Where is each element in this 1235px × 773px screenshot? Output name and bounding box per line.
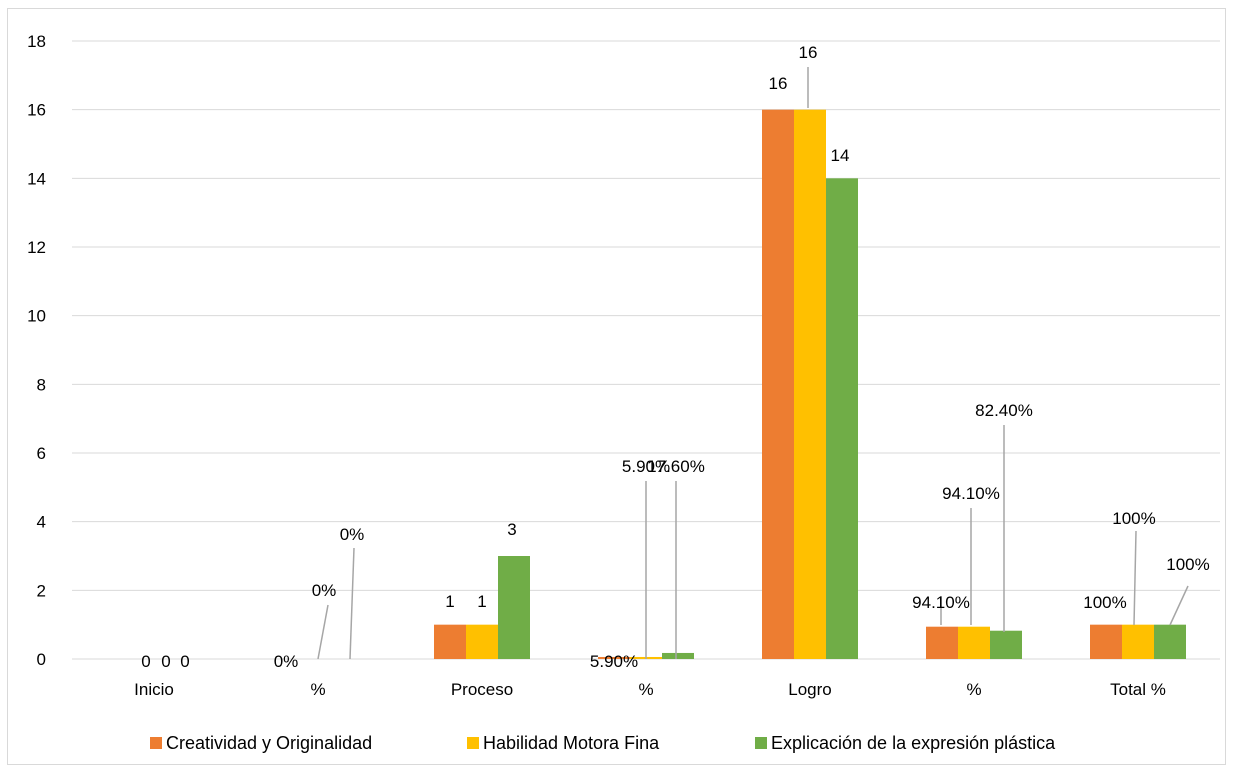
leader-line <box>349 547 355 660</box>
x-tick-label: Total % <box>1110 680 1166 699</box>
leader-line <box>1133 530 1137 626</box>
x-tick-label: % <box>310 680 325 699</box>
bars <box>434 109 1186 660</box>
bar <box>498 556 530 659</box>
y-tick-label: 10 <box>27 307 46 326</box>
gridlines <box>72 40 1220 660</box>
legend-label: Habilidad Motora Fina <box>483 733 660 753</box>
bar <box>762 109 794 659</box>
data-label: 100% <box>1112 509 1155 528</box>
data-label: 16 <box>799 43 818 62</box>
legend-swatch <box>467 737 479 749</box>
data-label: 3 <box>507 520 516 539</box>
legend: Creatividad y Originalidad Habilidad Moto… <box>150 733 1056 753</box>
y-tick-label: 16 <box>27 101 46 120</box>
x-axis: Inicio% Proceso% Logro% Total % <box>134 680 1166 699</box>
data-label: 16 <box>769 74 788 93</box>
bar <box>1154 624 1186 659</box>
data-label: 94.10% <box>912 593 970 612</box>
x-tick-label: % <box>966 680 981 699</box>
chart-frame <box>7 8 1226 765</box>
bar <box>1122 624 1154 659</box>
bar <box>958 626 990 659</box>
bar <box>598 656 630 659</box>
y-tick-label: 18 <box>27 32 46 51</box>
bar <box>926 626 958 659</box>
data-label: 0% <box>340 525 365 544</box>
x-tick-label: Inicio <box>134 680 174 699</box>
y-tick-label: 12 <box>27 238 46 257</box>
data-label: 1 <box>477 592 486 611</box>
x-tick-label: Logro <box>788 680 831 699</box>
leader-line <box>1169 585 1189 626</box>
x-tick-label: % <box>638 680 653 699</box>
x-tick-label: Proceso <box>451 680 513 699</box>
bar <box>826 178 858 660</box>
data-label: 94.10% <box>942 484 1000 503</box>
data-labels: 0 0% 1 5.90% 16 94.10% 100% 0 0% 1 5.90% 16 94.10% 10… <box>141 43 1209 671</box>
legend-label: Creatividad y Originalidad <box>166 733 372 753</box>
data-label: 82.40% <box>975 401 1033 420</box>
data-label: 100% <box>1083 593 1126 612</box>
legend-swatch <box>755 737 767 749</box>
data-label: 14 <box>831 146 850 165</box>
data-label: 100% <box>1166 555 1209 574</box>
legend-swatch <box>150 737 162 749</box>
bar <box>794 109 826 659</box>
data-label: 5.90% <box>590 652 638 671</box>
y-tick-label: 0 <box>37 650 46 669</box>
legend-label: Explicación de la expresión plástica <box>771 733 1056 753</box>
data-label: 0 <box>161 652 170 671</box>
label-leader-lines <box>317 67 1189 660</box>
bar <box>466 624 498 659</box>
y-tick-label: 2 <box>37 581 46 600</box>
data-label: 0% <box>274 652 299 671</box>
y-tick-label: 8 <box>37 375 46 394</box>
y-tick-label: 14 <box>27 169 46 188</box>
y-axis: 0 2 4 6 8 10 12 14 16 18 <box>27 32 46 669</box>
y-tick-label: 6 <box>37 444 46 463</box>
data-label: 17.60% <box>647 457 705 476</box>
bar <box>990 630 1022 659</box>
bar <box>1090 624 1122 659</box>
y-tick-label: 4 <box>37 513 46 532</box>
data-label: 5.90% <box>622 457 670 476</box>
data-label: 1 <box>445 592 454 611</box>
data-label: 0% <box>312 581 337 600</box>
data-label: 0 <box>180 652 189 671</box>
bar <box>434 624 466 659</box>
bar <box>662 652 694 659</box>
leader-line <box>317 604 329 660</box>
data-label: 0 <box>141 652 150 671</box>
